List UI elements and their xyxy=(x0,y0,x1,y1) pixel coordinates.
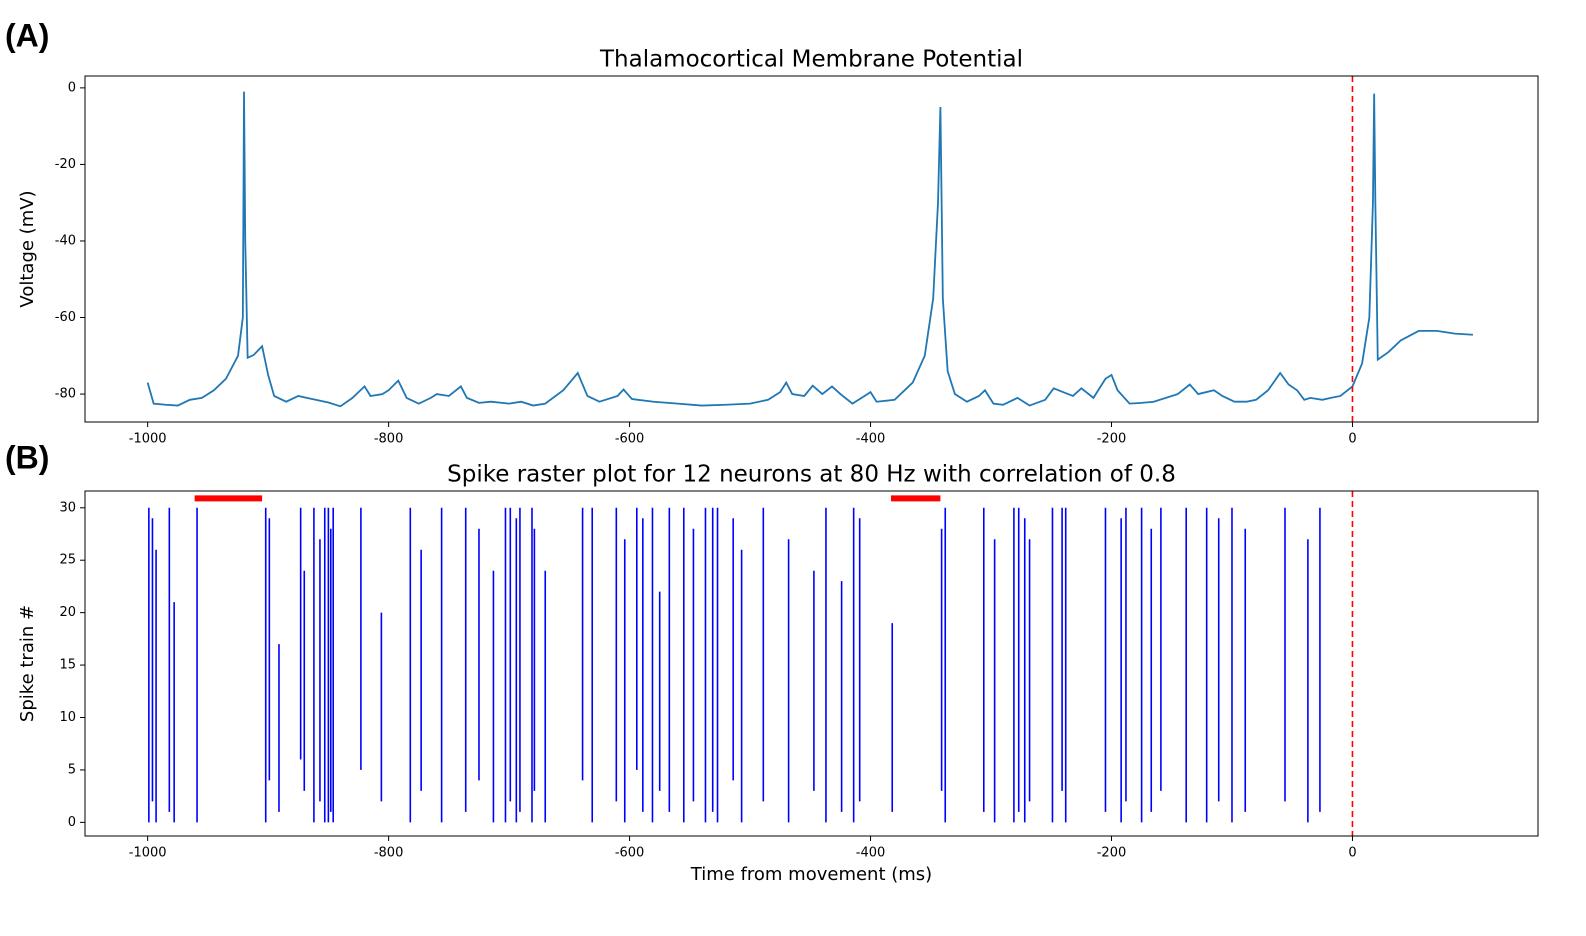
y-tick-label: 5 xyxy=(68,762,76,777)
y-tick-label: 30 xyxy=(59,500,76,515)
x-tick-label: -200 xyxy=(1097,432,1127,447)
x-tick-label: -400 xyxy=(856,432,886,447)
chart-title: Spike raster plot for 12 neurons at 80 H… xyxy=(447,462,1176,488)
y-tick-label: 15 xyxy=(59,658,76,673)
voltage-line xyxy=(146,91,1473,408)
x-tick-label: -1000 xyxy=(129,846,167,861)
x-tick-label: -600 xyxy=(615,846,645,861)
y-axis-label: Spike train # xyxy=(17,605,38,722)
x-tick-label: -1000 xyxy=(129,432,167,447)
plot-frame xyxy=(84,75,1539,423)
y-tick-label: 0 xyxy=(68,80,76,95)
y-tick-label: -40 xyxy=(55,233,76,248)
y-tick-label: 10 xyxy=(59,710,76,725)
x-tick-label: -200 xyxy=(1097,846,1127,861)
x-tick-label: 0 xyxy=(1348,846,1356,861)
y-tick-label: -20 xyxy=(55,157,76,172)
x-tick-label: -400 xyxy=(856,846,886,861)
y-axis-label: Voltage (mV) xyxy=(17,190,38,307)
plot-frame xyxy=(84,490,1539,837)
x-axis-label: Time from movement (ms) xyxy=(690,864,932,885)
x-tick-label: -600 xyxy=(615,432,645,447)
y-tick-label: 0 xyxy=(68,815,76,830)
y-tick-label: 20 xyxy=(59,605,76,620)
panel-label: (A) xyxy=(5,17,49,53)
y-tick-label: 25 xyxy=(59,553,76,568)
y-tick-label: -80 xyxy=(55,387,76,402)
panel-label: (B) xyxy=(5,439,49,475)
chart-title: Thalamocortical Membrane Potential xyxy=(599,47,1023,73)
x-tick-label: 0 xyxy=(1348,432,1356,447)
y-tick-label: -60 xyxy=(55,310,76,325)
x-tick-label: -800 xyxy=(374,432,404,447)
x-tick-label: -800 xyxy=(374,846,404,861)
